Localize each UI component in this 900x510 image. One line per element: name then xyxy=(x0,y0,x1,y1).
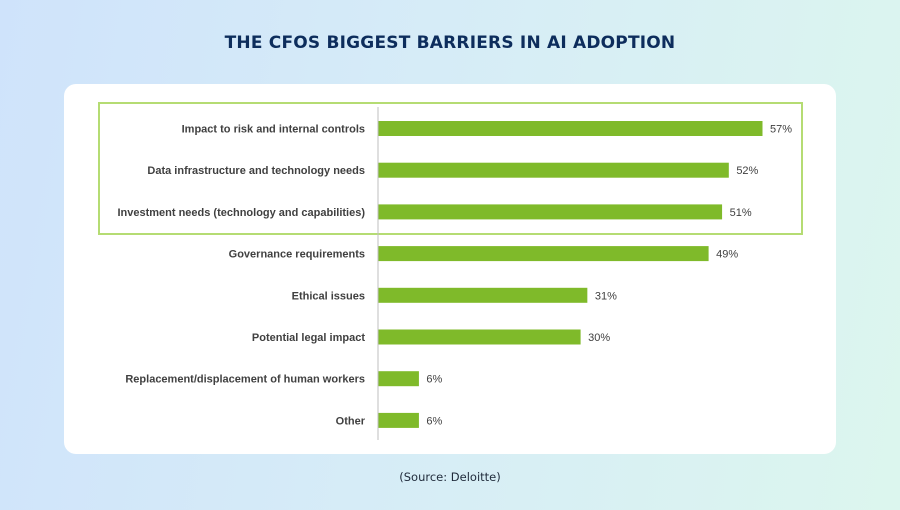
source-note: (Source: Deloitte) xyxy=(399,470,501,484)
chart-card xyxy=(64,84,836,454)
value-label: 57% xyxy=(770,124,792,136)
value-label: 31% xyxy=(595,290,617,302)
value-label: 6% xyxy=(426,374,442,386)
bar xyxy=(378,371,419,387)
bar xyxy=(378,412,419,428)
bar xyxy=(378,246,709,262)
category-label: Replacement/displacement of human worker… xyxy=(125,374,365,386)
highlight-box xyxy=(98,102,803,235)
category-label: Potential legal impact xyxy=(252,332,365,344)
bar xyxy=(378,162,729,178)
category-label: Impact to risk and internal controls xyxy=(182,124,365,136)
bar xyxy=(378,287,588,303)
value-label: 30% xyxy=(588,332,610,344)
category-label: Other xyxy=(336,415,366,427)
value-label: 49% xyxy=(716,249,738,261)
bar xyxy=(378,121,763,136)
category-label: Ethical issues xyxy=(292,290,365,302)
bar xyxy=(378,329,581,345)
bar xyxy=(378,204,723,220)
value-label: 6% xyxy=(426,415,442,427)
category-label: Investment needs (technology and capabil… xyxy=(117,207,365,219)
value-label: 52% xyxy=(736,165,758,177)
page-title: THE CFOS BIGGEST BARRIERS IN AI ADOPTION xyxy=(224,33,676,53)
category-label: Data infrastructure and technology needs xyxy=(147,165,365,177)
category-label: Governance requirements xyxy=(229,249,365,261)
value-label: 51% xyxy=(730,207,752,219)
